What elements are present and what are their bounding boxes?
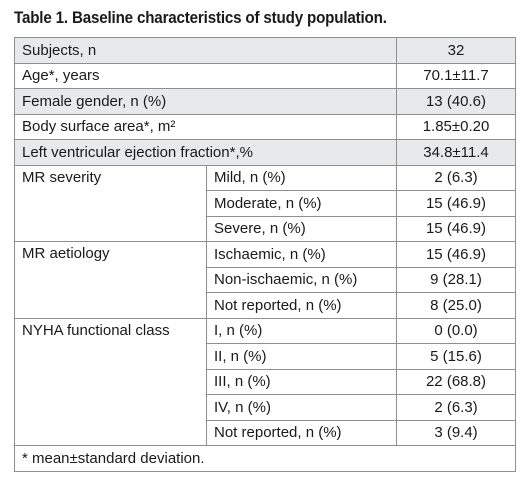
item-value: 3 (9.4) xyxy=(396,419,516,446)
item-label: Severe, n (%) xyxy=(206,215,397,242)
item-value: 2 (6.3) xyxy=(396,394,516,421)
item-label: Not reported, n (%) xyxy=(206,292,397,319)
item-label: Mild, n (%) xyxy=(206,164,397,191)
item-value: 5 (15.6) xyxy=(396,343,516,370)
item-value: 15 (46.9) xyxy=(396,190,516,217)
group-label: NYHA functional class xyxy=(14,317,207,446)
table-row: Severe, n (%) 15 (46.9) xyxy=(15,215,516,242)
item-label: Moderate, n (%) xyxy=(206,190,397,217)
item-value: 0 (0.0) xyxy=(396,317,516,344)
item-label: Non-ischaemic, n (%) xyxy=(206,266,397,293)
table-row: MR severity Mild, n (%) 2 (6.3) xyxy=(14,164,516,242)
table-row: IV, n (%) 2 (6.3) xyxy=(15,394,516,421)
footnote-row: * mean±standard deviation. xyxy=(14,445,516,472)
item-label: Not reported, n (%) xyxy=(206,419,397,446)
item-label: II, n (%) xyxy=(206,343,397,370)
table-row: Body surface area*, m² 1.85±0.20 xyxy=(14,113,516,140)
table-row: Left ventricular ejection fraction*,% 34… xyxy=(14,139,516,166)
baseline-table: Subjects, n 32 Age*, years 70.1±11.7 Fem… xyxy=(14,37,516,472)
item-label: IV, n (%) xyxy=(206,394,397,421)
table-row: MR aetiology Ischaemic, n (%) 15 (46.9) xyxy=(14,241,516,319)
table-row: Not reported, n (%) 3 (9.4) xyxy=(15,419,516,446)
row-value: 34.8±11.4 xyxy=(396,139,516,166)
table-row: Female gender, n (%) 13 (40.6) xyxy=(14,88,516,115)
footnote: * mean±standard deviation. xyxy=(14,445,516,472)
table-row: Age*, years 70.1±11.7 xyxy=(14,62,516,89)
row-value: 1.85±0.20 xyxy=(396,113,516,140)
item-value: 22 (68.8) xyxy=(396,368,516,395)
row-value: 32 xyxy=(396,37,516,64)
table-row: NYHA functional class I, n (%) 0 (0.0) xyxy=(14,317,516,446)
item-value: 2 (6.3) xyxy=(396,164,516,191)
item-label: I, n (%) xyxy=(206,317,397,344)
table-row: Not reported, n (%) 8 (25.0) xyxy=(15,292,516,319)
row-label: Subjects, n xyxy=(14,37,397,64)
group-label: MR aetiology xyxy=(14,241,207,319)
group-label: MR severity xyxy=(14,164,207,242)
row-value: 13 (40.6) xyxy=(396,88,516,115)
table-row: II, n (%) 5 (15.6) xyxy=(15,343,516,370)
table-row: Non-ischaemic, n (%) 9 (28.1) xyxy=(15,266,516,293)
row-label: Body surface area*, m² xyxy=(14,113,397,140)
item-value: 9 (28.1) xyxy=(396,266,516,293)
item-value: 15 (46.9) xyxy=(396,241,516,268)
item-value: 8 (25.0) xyxy=(396,292,516,319)
row-label: Left ventricular ejection fraction*,% xyxy=(14,139,397,166)
table-row: Subjects, n 32 xyxy=(14,37,516,64)
table-row: III, n (%) 22 (68.8) xyxy=(15,368,516,395)
table-row: Moderate, n (%) 15 (46.9) xyxy=(15,190,516,217)
item-label: Ischaemic, n (%) xyxy=(206,241,397,268)
row-value: 70.1±11.7 xyxy=(396,62,516,89)
table-title: Table 1. Baseline characteristics of stu… xyxy=(14,9,387,27)
row-label: Age*, years xyxy=(14,62,397,89)
row-label: Female gender, n (%) xyxy=(14,88,397,115)
item-value: 15 (46.9) xyxy=(396,215,516,242)
item-label: III, n (%) xyxy=(206,368,397,395)
